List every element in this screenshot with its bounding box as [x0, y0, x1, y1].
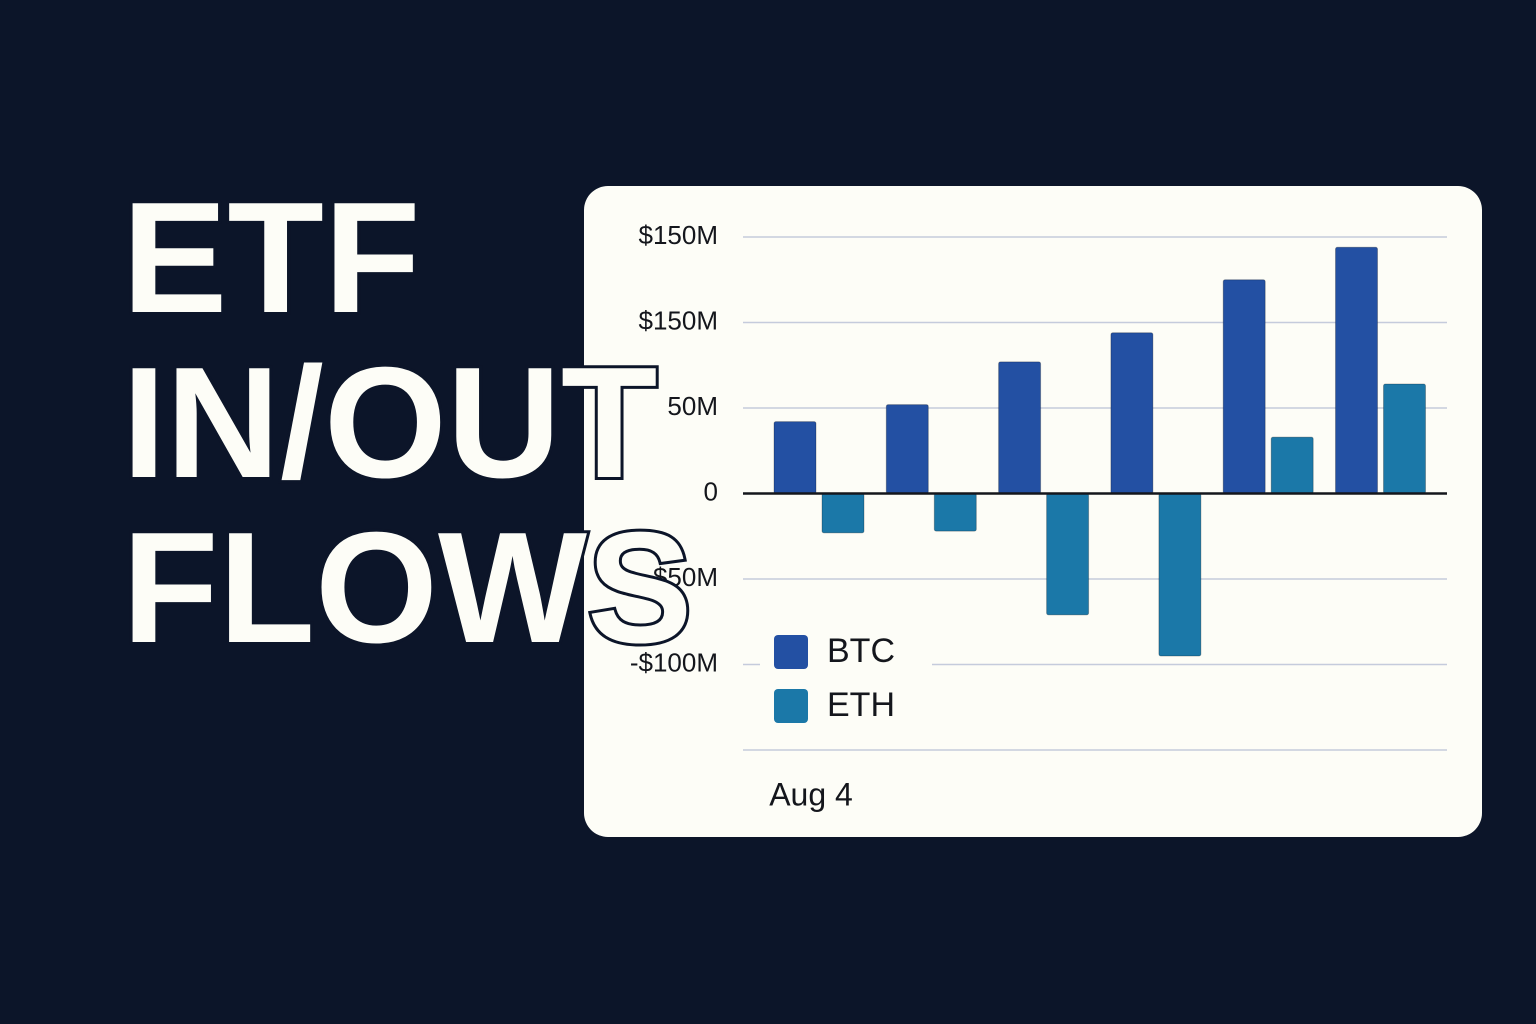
bar	[1046, 493, 1090, 616]
bar	[885, 404, 929, 494]
y-tick-label: 50M	[667, 391, 718, 421]
title-line: IN/OUT	[122, 335, 657, 511]
y-tick-label: $150M	[639, 220, 719, 250]
y-tick-label: 0	[704, 476, 718, 506]
bar	[821, 493, 865, 534]
bar	[933, 493, 977, 532]
y-tick-label: -$50M	[644, 562, 718, 592]
bar	[1110, 332, 1154, 495]
x-tick-label: Aug 4	[769, 776, 853, 812]
title-line: FLOWS	[122, 500, 692, 676]
bar	[1270, 436, 1314, 495]
y-tick-label: $150M	[639, 305, 719, 335]
bar	[1222, 279, 1266, 494]
bar	[773, 421, 817, 494]
title-line: ETF	[122, 170, 420, 346]
legend-swatch	[774, 689, 808, 723]
legend-label: BTC	[827, 632, 895, 670]
plot: $150M $150M 50M 0 -$50M -$100M Aug 4 BTC ETH	[630, 220, 1447, 812]
legend-label: ETH	[827, 686, 895, 724]
bar	[1383, 383, 1426, 494]
bar	[1335, 246, 1378, 494]
bar	[998, 361, 1042, 494]
y-tick-label: -$100M	[630, 647, 718, 677]
bar	[1158, 493, 1202, 657]
legend-swatch	[774, 635, 808, 669]
